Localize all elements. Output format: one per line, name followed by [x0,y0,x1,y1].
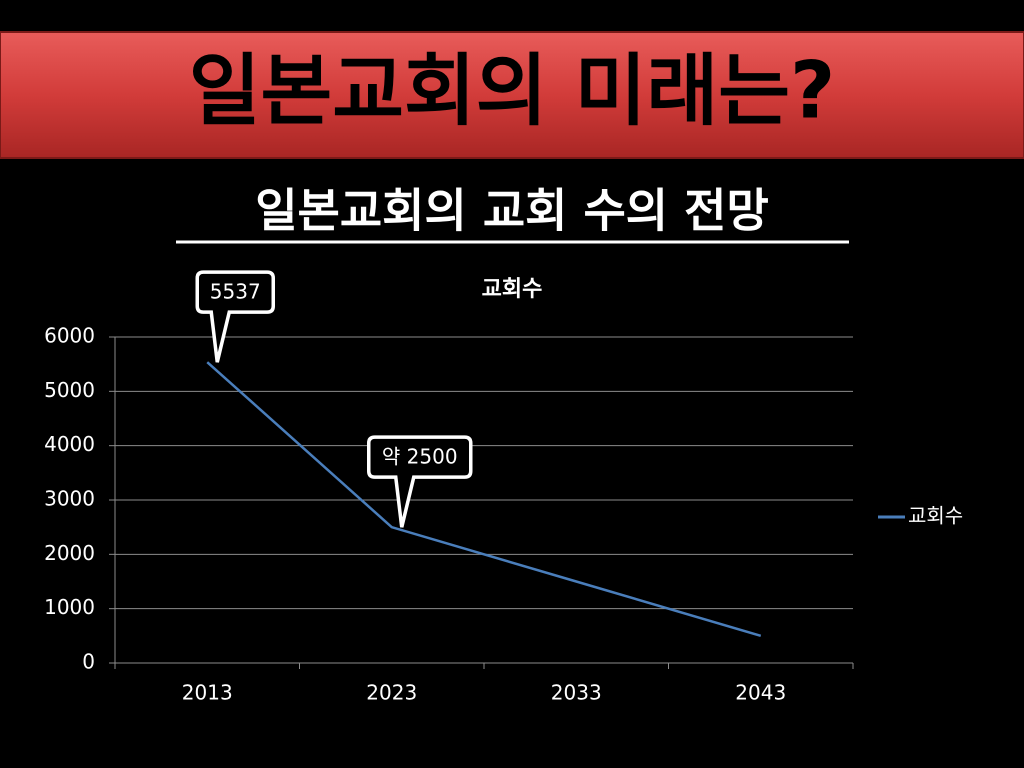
slide-subtitle: 일본교회의 교회 수의 전망 [255,184,769,238]
chart-title: 교회수 [482,277,543,302]
data-label: 5537 [210,280,261,304]
y-tick-label: 6000 [44,324,95,348]
y-tick-label: 1000 [44,595,95,619]
y-tick-label: 0 [82,650,95,674]
title-banner [0,31,1024,159]
y-tick-label: 4000 [44,432,95,456]
slide-title: 일본교회의 미래는? [189,46,835,136]
y-tick-label: 3000 [44,487,95,511]
series-line [206,361,762,638]
x-tick-label: 2023 [366,681,417,705]
y-tick-label: 2000 [44,541,95,565]
callout [195,270,275,363]
x-tick-label: 2043 [735,681,786,705]
legend-label: 교회수 [908,504,963,528]
y-tick-label: 5000 [44,378,95,402]
callout [367,435,473,528]
data-label: 약 2500 [382,445,458,469]
x-tick-label: 2013 [182,681,233,705]
x-tick-label: 2033 [551,681,602,705]
